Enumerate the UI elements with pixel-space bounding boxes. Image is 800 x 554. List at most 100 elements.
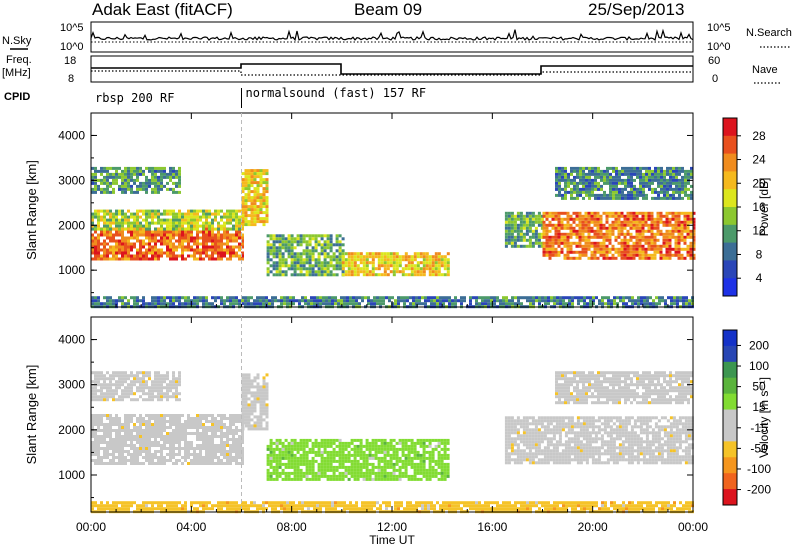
power-panel: 4000 3000 2000 1000 Slant Range [km] xyxy=(24,112,696,309)
data-feature xyxy=(341,252,450,277)
x-tick-label: 20:00 xyxy=(578,520,608,534)
colorbar-swatch xyxy=(723,260,737,279)
nave-label: Nave xyxy=(752,64,778,76)
colorbar-tick-label: -100 xyxy=(747,462,771,476)
colorbar-swatch xyxy=(723,441,737,458)
y-tick-label: 3000 xyxy=(58,378,85,392)
colorbar-tick-label: 100 xyxy=(749,359,769,373)
colorbar-swatch xyxy=(723,361,737,379)
noise-tick-top-left: 10^5 xyxy=(60,22,84,34)
station-title: Adak East (fitACF) xyxy=(92,0,233,19)
colorbar-frame xyxy=(722,329,738,506)
colorbar-swatch xyxy=(723,224,737,244)
y-tick-label: 4000 xyxy=(58,128,85,142)
noise-tick-bottom-right: 10^0 xyxy=(707,41,731,53)
colorbar-tick-label: 4 xyxy=(756,271,763,285)
colorbar-swatch xyxy=(723,393,737,411)
noise-tick-bottom-left: 10^0 xyxy=(60,41,84,53)
x-axis-label: Time UT xyxy=(369,533,415,547)
colorbar-tick-label: -15 xyxy=(750,421,768,435)
data-feature xyxy=(542,211,696,260)
colorbar-swatch xyxy=(723,377,737,395)
date-title: 25/Sep/2013 xyxy=(588,0,684,19)
colorbar-swatch xyxy=(723,171,737,190)
cpid-segment-label: rbsp 200 RF xyxy=(95,91,174,105)
colorbar-swatch xyxy=(723,242,737,261)
colorbar-label: Power [dB] xyxy=(757,178,771,237)
colorbar-tick-label: 8 xyxy=(756,247,763,261)
colorbar-swatch xyxy=(723,345,737,363)
freq-label-line1: Freq. xyxy=(6,54,32,66)
nsearch-label: N.Search xyxy=(746,27,792,39)
cpid-segment-label: normalsound (fast) 157 RF xyxy=(246,86,427,100)
y-axis-label: Slant Range [km] xyxy=(24,365,39,465)
x-tick-label: 00:00 xyxy=(678,520,708,534)
data-feature xyxy=(555,371,693,405)
data-feature xyxy=(91,166,181,194)
colorbar-swatch xyxy=(723,278,737,297)
noise-strip-frame xyxy=(90,21,694,53)
colorbar-tick-label: 200 xyxy=(749,338,769,352)
colorbar-tick-label: 50 xyxy=(752,380,766,394)
colorbar-swatch xyxy=(723,457,737,474)
y-axis-label: Slant Range [km] xyxy=(24,160,39,260)
colorbar-tick-label: 24 xyxy=(752,153,766,167)
x-tick-label: 16:00 xyxy=(477,520,507,534)
freq-label-line2: [MHz] xyxy=(2,67,31,79)
x-tick-label: 12:00 xyxy=(377,520,407,534)
nave-tick-top: 60 xyxy=(708,55,720,67)
noise-trace xyxy=(90,28,694,43)
data-feature xyxy=(241,169,269,227)
data-feature xyxy=(266,234,345,277)
nsky-trace-line xyxy=(90,28,694,42)
freq-trace xyxy=(91,63,693,75)
colorbar-swatch xyxy=(723,118,737,137)
colorbar-tick-label: 28 xyxy=(752,129,766,143)
y-tick-label: 4000 xyxy=(58,333,85,347)
colorbar-tick-label: 15 xyxy=(752,400,766,414)
beam-title: Beam 09 xyxy=(354,0,422,19)
nave-trace xyxy=(91,70,693,76)
colorbar-tick-label: 20 xyxy=(752,176,766,190)
nave-tick-bottom: 0 xyxy=(712,73,718,85)
freq-strip-frame xyxy=(90,55,694,83)
data-feature xyxy=(504,211,544,248)
velocity-panel: 4000 3000 2000 1000 00:00 04:00 08:00 12:00 16:0… xyxy=(24,316,708,547)
colorbar-swatch xyxy=(723,473,737,490)
data-feature xyxy=(555,166,693,200)
colorbar-tick-label: -50 xyxy=(750,441,768,455)
power-colorbar: 28 24 20 16 12 8 4 Power [dB] xyxy=(722,117,771,297)
y-tick-label: 3000 xyxy=(58,173,85,187)
velocity-colorbar: 200 100 50 15 -15 -50 -100 -200 Velocity [m s⁻¹] xyxy=(722,329,771,506)
nsky-label: N.Sky xyxy=(2,35,32,47)
data-feature xyxy=(91,414,244,465)
colorbar-swatch xyxy=(723,207,737,226)
colorbar-swatch xyxy=(723,135,737,155)
x-tick-label: 08:00 xyxy=(277,520,307,534)
data-feature xyxy=(266,438,450,481)
colorbar-swatch xyxy=(723,409,737,426)
y-tick-label: 2000 xyxy=(58,218,85,232)
y-tick-label: 1000 xyxy=(58,263,85,277)
data-feature xyxy=(91,371,181,402)
colorbar-swatch xyxy=(723,330,737,347)
colorbar-swatch xyxy=(723,153,737,172)
colorbar-label: Velocity [m s⁻¹] xyxy=(757,377,771,458)
cpid-row: rbsp 200 RF normalsound (fast) 157 RF xyxy=(95,86,426,108)
colorbar-tick-label: -200 xyxy=(747,483,771,497)
x-tick-label: 00:00 xyxy=(76,520,106,534)
y-tick-label: 1000 xyxy=(58,468,85,482)
cpid-label: CPID xyxy=(4,91,30,103)
data-feature xyxy=(504,416,694,465)
colorbar-swatch xyxy=(723,425,737,442)
freq-tick-top: 18 xyxy=(64,55,76,67)
data-feature xyxy=(241,373,269,431)
y-tick-label: 2000 xyxy=(58,423,85,437)
colorbar-swatch xyxy=(723,489,737,506)
colorbar-swatch xyxy=(723,189,737,208)
freq-tick-bottom: 8 xyxy=(68,73,74,85)
panel-background xyxy=(91,113,693,307)
colorbar-tick-label: 16 xyxy=(752,200,766,214)
colorbar-tick-label: 12 xyxy=(752,224,766,238)
